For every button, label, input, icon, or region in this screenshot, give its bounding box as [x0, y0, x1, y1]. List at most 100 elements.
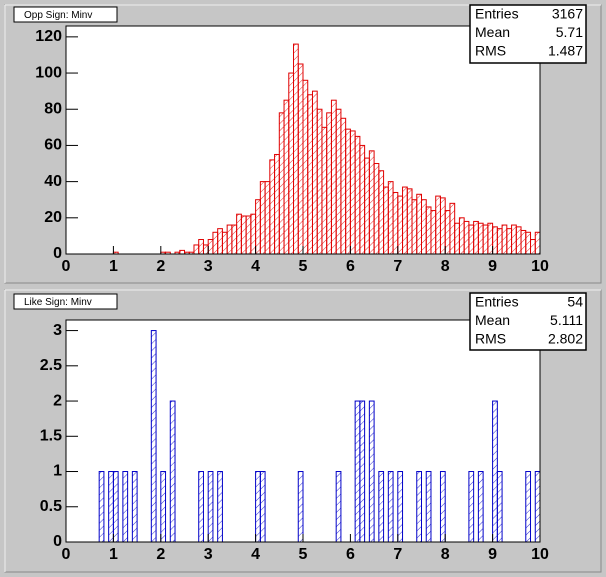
bar [421, 199, 427, 255]
bar [302, 79, 309, 255]
stats-label: RMS [475, 43, 506, 59]
stats-label: Entries [475, 294, 519, 310]
bar [217, 471, 223, 543]
y-tick-label: 1.5 [40, 428, 62, 445]
bar [425, 206, 432, 255]
bar [202, 244, 209, 255]
bar [112, 471, 119, 543]
x-tick-label: 9 [488, 546, 497, 563]
bar [435, 195, 441, 255]
bar [468, 224, 475, 255]
y-tick-label: 2 [53, 392, 62, 409]
bar [477, 471, 484, 543]
bar [240, 215, 247, 255]
bar [316, 108, 323, 255]
stats-box [469, 292, 587, 351]
x-tick-label: 1 [109, 258, 118, 275]
x-tick-label: 4 [251, 546, 260, 563]
bar [378, 471, 385, 543]
bar [311, 90, 318, 255]
bar [345, 128, 351, 255]
bar [406, 188, 413, 255]
bar [397, 471, 404, 543]
stats-value: 5.71 [556, 24, 583, 40]
bar [217, 228, 223, 255]
bar [335, 108, 342, 255]
stats-value: 5.111 [550, 312, 583, 328]
bar [496, 471, 503, 543]
x-tick-label: 2 [156, 546, 165, 563]
bar [411, 199, 418, 255]
x-tick-label: 5 [299, 258, 308, 275]
bar [297, 63, 304, 255]
bar [255, 199, 261, 255]
bar [402, 186, 408, 255]
bar [160, 471, 167, 543]
stats-value: 2.802 [548, 331, 583, 347]
x-tick-label: 0 [62, 258, 71, 275]
bar [231, 224, 238, 255]
bar [416, 471, 423, 543]
x-tick-label: 10 [531, 546, 549, 563]
title-box [13, 6, 118, 23]
bar [335, 471, 342, 543]
bar [198, 471, 204, 543]
bar [392, 191, 399, 255]
y-tick-label: 3 [53, 322, 62, 339]
bar [454, 222, 460, 255]
y-tick-label: 100 [35, 64, 62, 81]
bar [349, 130, 356, 255]
bar [193, 244, 200, 255]
x-tick-label: 7 [393, 546, 402, 563]
bar [221, 231, 228, 255]
bar [274, 153, 280, 255]
bar [359, 144, 366, 255]
bar [250, 213, 257, 255]
y-tick-label: 120 [35, 28, 62, 45]
bar [463, 220, 470, 255]
x-tick-label: 9 [488, 258, 497, 275]
y-tick-label: 0.5 [40, 498, 62, 515]
stats-label: Mean [475, 24, 510, 40]
bar [449, 202, 456, 255]
x-tick-label: 7 [393, 258, 402, 275]
x-tick-label: 3 [204, 546, 213, 563]
bar [293, 43, 299, 255]
bar [525, 471, 532, 543]
bar [288, 72, 295, 255]
bar [487, 222, 494, 255]
y-tick-label: 80 [44, 100, 62, 117]
bar [444, 210, 451, 255]
bar [321, 126, 328, 255]
x-tick-label: 10 [531, 258, 549, 275]
bar [169, 400, 176, 543]
chart-title: Like Sign: Minv [24, 297, 92, 308]
bar [98, 471, 105, 543]
bar [387, 471, 394, 543]
bar [458, 217, 465, 255]
bar [207, 471, 214, 543]
bar [364, 157, 370, 255]
chart-title: Opp Sign: Minv [24, 10, 92, 21]
x-tick-label: 6 [346, 546, 355, 563]
bar [496, 228, 503, 255]
bar [373, 163, 380, 255]
bar [255, 471, 261, 543]
stats-label: Entries [475, 6, 519, 22]
bar [425, 471, 432, 543]
y-tick-label: 0 [53, 533, 62, 550]
bar [108, 471, 114, 543]
x-tick-label: 5 [299, 546, 308, 563]
bar [236, 213, 242, 255]
bar [359, 400, 366, 543]
bar [226, 224, 233, 255]
stats-value: 3167 [552, 6, 583, 22]
bar [259, 181, 266, 255]
bar [212, 231, 219, 255]
stats-label: RMS [475, 331, 506, 347]
x-tick-label: 1 [109, 546, 118, 563]
bar [122, 471, 129, 543]
bar [283, 99, 290, 255]
y-tick-label: 60 [44, 137, 62, 154]
